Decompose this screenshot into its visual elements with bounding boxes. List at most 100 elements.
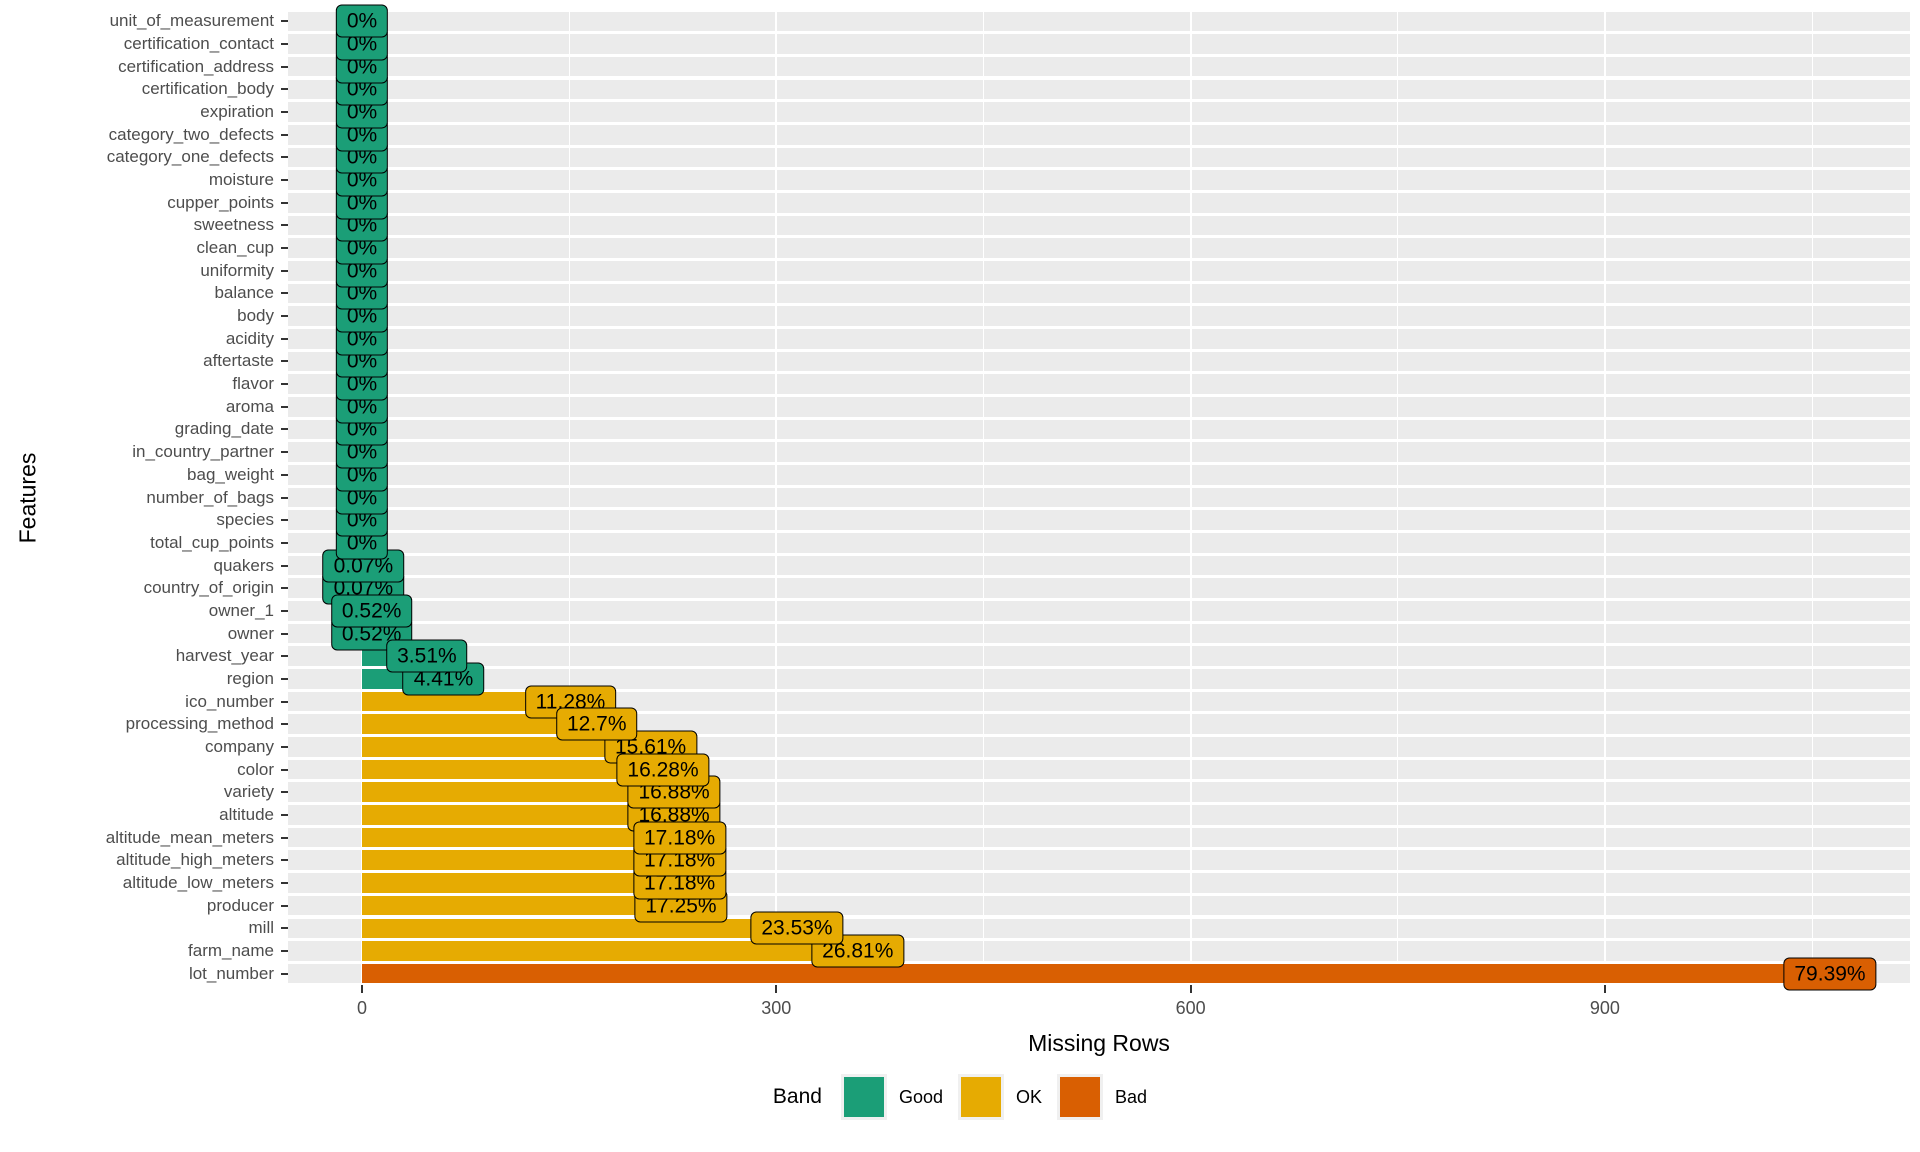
y-tick-label: producer xyxy=(206,895,274,915)
y-tick-mark xyxy=(281,224,288,227)
y-tick-label: ico_number xyxy=(185,691,274,711)
y-tick-mark xyxy=(281,451,288,454)
x-tick-label: 900 xyxy=(1589,998,1620,1018)
bar-value-label: 16.28% xyxy=(616,753,710,787)
x-tick-mark xyxy=(1603,985,1606,993)
row-band xyxy=(288,192,1910,213)
legend-swatch-good xyxy=(840,1074,887,1120)
y-tick-mark xyxy=(281,65,288,68)
bar-value-label: 23.53% xyxy=(750,911,844,945)
row-band xyxy=(288,79,1910,100)
y-tick-label: aroma xyxy=(225,396,274,416)
y-tick-label: lot_number xyxy=(188,963,274,983)
grid-major-line xyxy=(1603,10,1606,985)
row-band xyxy=(288,328,1910,349)
row-band xyxy=(288,487,1910,508)
y-tick-mark xyxy=(281,677,288,680)
bar-value-label: 79.39% xyxy=(1783,957,1877,991)
row-band xyxy=(288,533,1910,553)
row-band xyxy=(288,510,1910,530)
row-band xyxy=(288,419,1910,440)
y-tick-label: category_two_defects xyxy=(108,124,274,144)
row-band xyxy=(288,714,1910,735)
y-tick-mark xyxy=(281,43,288,45)
legend-title: Band xyxy=(772,1085,822,1108)
x-tick-label: 0 xyxy=(356,998,368,1018)
y-tick-label: processing_method xyxy=(125,714,274,734)
grid-minor-line xyxy=(1811,10,1813,985)
y-tick-mark xyxy=(281,201,288,204)
row-band xyxy=(288,11,1910,32)
y-tick-mark xyxy=(281,949,288,952)
legend-label: Good xyxy=(898,1086,944,1107)
grid-minor-line xyxy=(982,10,984,985)
bar xyxy=(362,805,675,825)
y-tick-label: unit_of_measurement xyxy=(109,11,274,31)
y-tick-mark xyxy=(281,111,288,114)
bar-value-label: 15.61% xyxy=(604,730,698,764)
grid-major-line xyxy=(775,10,778,985)
row-band xyxy=(288,283,1910,304)
row-band xyxy=(288,646,1910,666)
y-tick-mark xyxy=(281,836,288,839)
row-band xyxy=(288,238,1910,258)
bar xyxy=(362,963,1830,984)
bar xyxy=(362,691,571,712)
y-tick-label: aftertaste xyxy=(203,351,274,371)
y-tick-label: category_one_defects xyxy=(106,147,274,167)
row-band xyxy=(288,623,1910,644)
legend-label: OK xyxy=(1016,1086,1043,1107)
y-tick-mark xyxy=(281,541,288,544)
y-tick-mark xyxy=(281,428,288,431)
y-tick-label: total_cup_points xyxy=(150,532,274,552)
y-tick-label: bag_weight xyxy=(187,464,274,484)
y-tick-label: altitude xyxy=(219,804,274,824)
y-tick-label: clean_cup xyxy=(196,238,274,258)
y-tick-mark xyxy=(281,247,288,250)
y-tick-label: body xyxy=(237,306,274,326)
row-band xyxy=(288,465,1910,485)
bar xyxy=(362,782,675,803)
legend-entry-bad: Bad xyxy=(1057,1074,1147,1120)
y-tick-label: certification_contact xyxy=(123,34,274,53)
y-tick-mark xyxy=(281,179,288,182)
y-tick-mark xyxy=(281,383,288,386)
y-tick-mark xyxy=(281,881,288,884)
y-tick-label: certification_body xyxy=(141,79,274,99)
row-band xyxy=(288,56,1910,77)
legend: Band Good OK Bad xyxy=(0,1072,1920,1122)
y-tick-mark xyxy=(281,315,288,318)
y-tick-mark xyxy=(281,88,288,91)
y-tick-label: moisture xyxy=(208,170,274,190)
bar xyxy=(362,737,651,757)
y-tick-mark xyxy=(281,813,288,816)
bar xyxy=(362,827,680,848)
y-tick-mark xyxy=(281,360,288,363)
y-tick-mark xyxy=(281,972,288,975)
y-tick-mark xyxy=(281,723,288,726)
y-tick-label: altitude_low_meters xyxy=(122,872,274,892)
row-band xyxy=(288,102,1910,122)
bar xyxy=(362,714,597,735)
grid-minor-line xyxy=(568,10,570,985)
y-tick-mark xyxy=(281,292,288,295)
y-tick-mark xyxy=(281,496,288,499)
y-tick-label: farm_name xyxy=(188,940,274,960)
y-tick-label: mill xyxy=(248,918,275,938)
legend-entry-ok: OK xyxy=(958,1074,1042,1120)
y-tick-label: expiration xyxy=(200,102,274,122)
y-tick-label: company xyxy=(205,736,274,756)
y-tick-mark xyxy=(281,927,288,930)
y-tick-mark xyxy=(281,519,288,522)
y-tick-mark xyxy=(281,700,288,703)
y-tick-mark xyxy=(281,564,288,567)
y-tick-label: harvest_year xyxy=(175,646,274,666)
y-tick-label: owner_1 xyxy=(208,600,274,620)
y-tick-mark xyxy=(281,133,288,136)
row-band xyxy=(288,124,1910,145)
bar-value-label: 0% xyxy=(335,4,389,38)
y-tick-label: uniformity xyxy=(200,260,274,280)
legend-swatch-bad xyxy=(1057,1074,1104,1120)
row-band xyxy=(288,147,1910,168)
